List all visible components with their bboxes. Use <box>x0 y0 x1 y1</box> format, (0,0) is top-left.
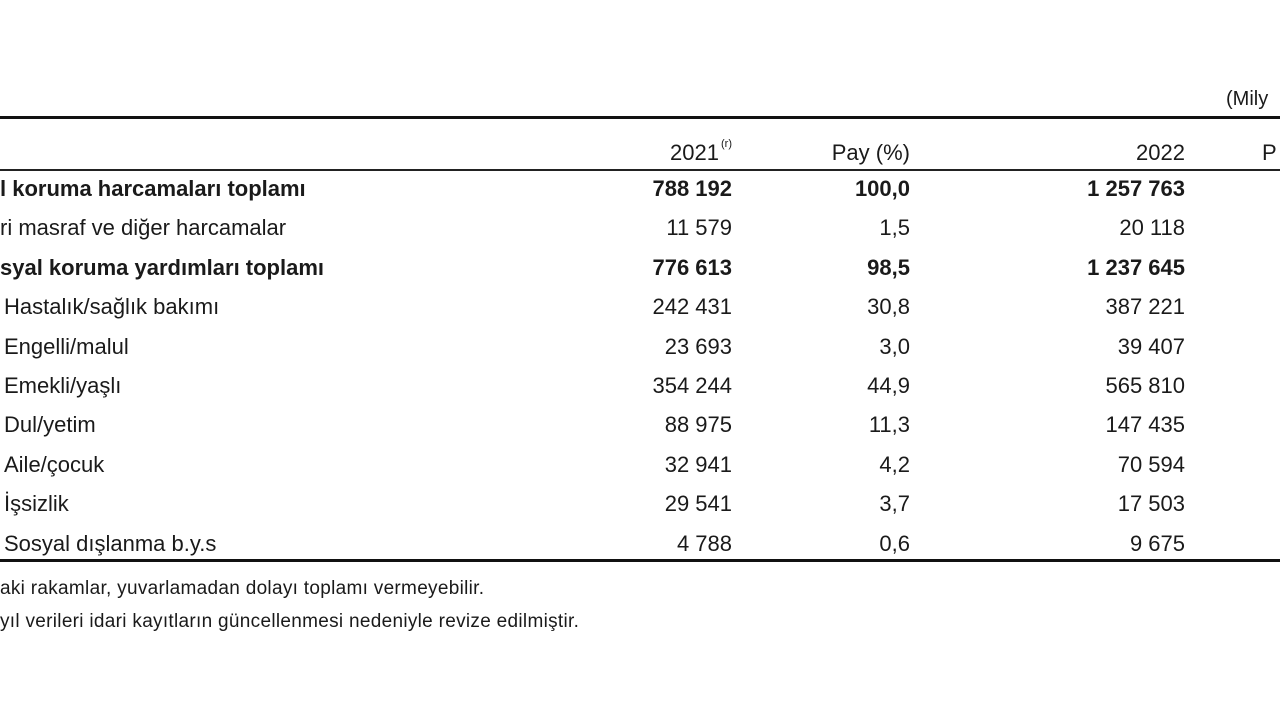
row-label: Aile/çocuk <box>4 451 105 477</box>
value-2022: 1 257 763 <box>1087 176 1185 201</box>
table-row: syal koruma yardımları toplamı 776 613 98,… <box>0 249 1280 289</box>
table-row: Emekli/yaşlı 354 244 44,9 565 810 <box>0 367 1280 407</box>
table-row: Hastalık/sağlık bakımı 242 431 30,8 387 221 <box>0 288 1280 328</box>
share-2021: 11,3 <box>868 412 910 438</box>
row-label: l koruma harcamaları toplamı <box>0 176 306 201</box>
row-label: syal koruma yardımları toplamı <box>0 254 325 280</box>
table-row: Aile/çocuk 32 941 4,2 70 594 <box>0 446 1280 486</box>
header-rule <box>0 169 1280 171</box>
value-2022: 70 594 <box>1117 451 1185 477</box>
value-2022: 1 237 645 <box>1087 254 1185 280</box>
footnote-1: aki rakamlar, yuvarlamadan dolayı toplam… <box>0 578 485 599</box>
bottom-rule <box>0 559 1280 562</box>
share-2021: 4,2 <box>879 451 910 477</box>
share-2021: 1,5 <box>879 215 910 241</box>
revised-marker: (r) <box>721 138 732 150</box>
share-2021: 98,5 <box>867 254 910 280</box>
value-2022: 9 675 <box>1129 530 1185 556</box>
table-row: Engelli/malul 23 693 3,0 39 407 <box>0 328 1280 368</box>
table-row: ri masraf ve diğer harcamalar 11 579 1,5 20… <box>0 209 1280 249</box>
table-row: İşsizlik 29 541 3,7 17 503 <box>0 485 1280 525</box>
row-label: Dul/yetim <box>4 412 96 438</box>
row-label: ri masraf ve diğer harcamalar <box>0 215 287 241</box>
footnote-2: yıl verileri idari kayıtların güncellenm… <box>0 611 580 632</box>
row-label: Hastalık/sağlık bakımı <box>4 294 220 320</box>
row-label: Sosyal dışlanma b.y.s <box>4 530 217 556</box>
value-2021: 788 192 <box>652 176 732 201</box>
header-2022: 2022 <box>1136 140 1185 165</box>
value-2022: 387 221 <box>1105 294 1185 320</box>
table-row: Dul/yetim 88 975 11,3 147 435 <box>0 406 1280 446</box>
share-2021: 44,9 <box>867 373 910 398</box>
value-2021: 29 541 <box>664 491 732 517</box>
table-row: Sosyal dışlanma b.y.s 4 788 0,6 9 675 <box>0 525 1280 565</box>
value-2021: 4 788 <box>676 530 732 556</box>
value-2022: 20 118 <box>1119 215 1185 241</box>
value-2021: 32 941 <box>664 451 732 477</box>
value-2021: 11 579 <box>666 215 732 241</box>
header-2021: 2021 (r) <box>670 138 732 166</box>
value-2021: 88 975 <box>664 412 732 438</box>
share-2021: 30,8 <box>867 294 910 320</box>
header-pay-2022: P <box>1262 140 1277 165</box>
row-label: İşsizlik <box>4 491 69 517</box>
header-pay: Pay (%) <box>831 140 910 165</box>
value-2022: 147 435 <box>1105 412 1185 438</box>
top-rule <box>0 116 1280 119</box>
share-2021: 3,7 <box>879 491 910 517</box>
value-2021: 23 693 <box>664 333 732 359</box>
table-row: l koruma harcamaları toplamı 788 192 100,0… <box>0 170 1280 210</box>
share-2021: 0,6 <box>879 530 910 556</box>
share-2021: 100,0 <box>854 176 910 201</box>
header-2021-text: 2021 <box>670 140 719 165</box>
value-2021: 354 244 <box>652 373 732 398</box>
value-2022: 17 503 <box>1117 491 1185 517</box>
value-2021: 776 613 <box>652 254 732 280</box>
value-2022: 565 810 <box>1105 373 1185 398</box>
value-2021: 242 431 <box>652 294 732 320</box>
value-2022: 39 407 <box>1117 333 1185 359</box>
row-label: Emekli/yaşlı <box>4 373 122 398</box>
row-label: Engelli/malul <box>4 333 129 359</box>
share-2021: 3,0 <box>879 333 910 359</box>
unit-label: (Mily <box>1226 88 1269 110</box>
